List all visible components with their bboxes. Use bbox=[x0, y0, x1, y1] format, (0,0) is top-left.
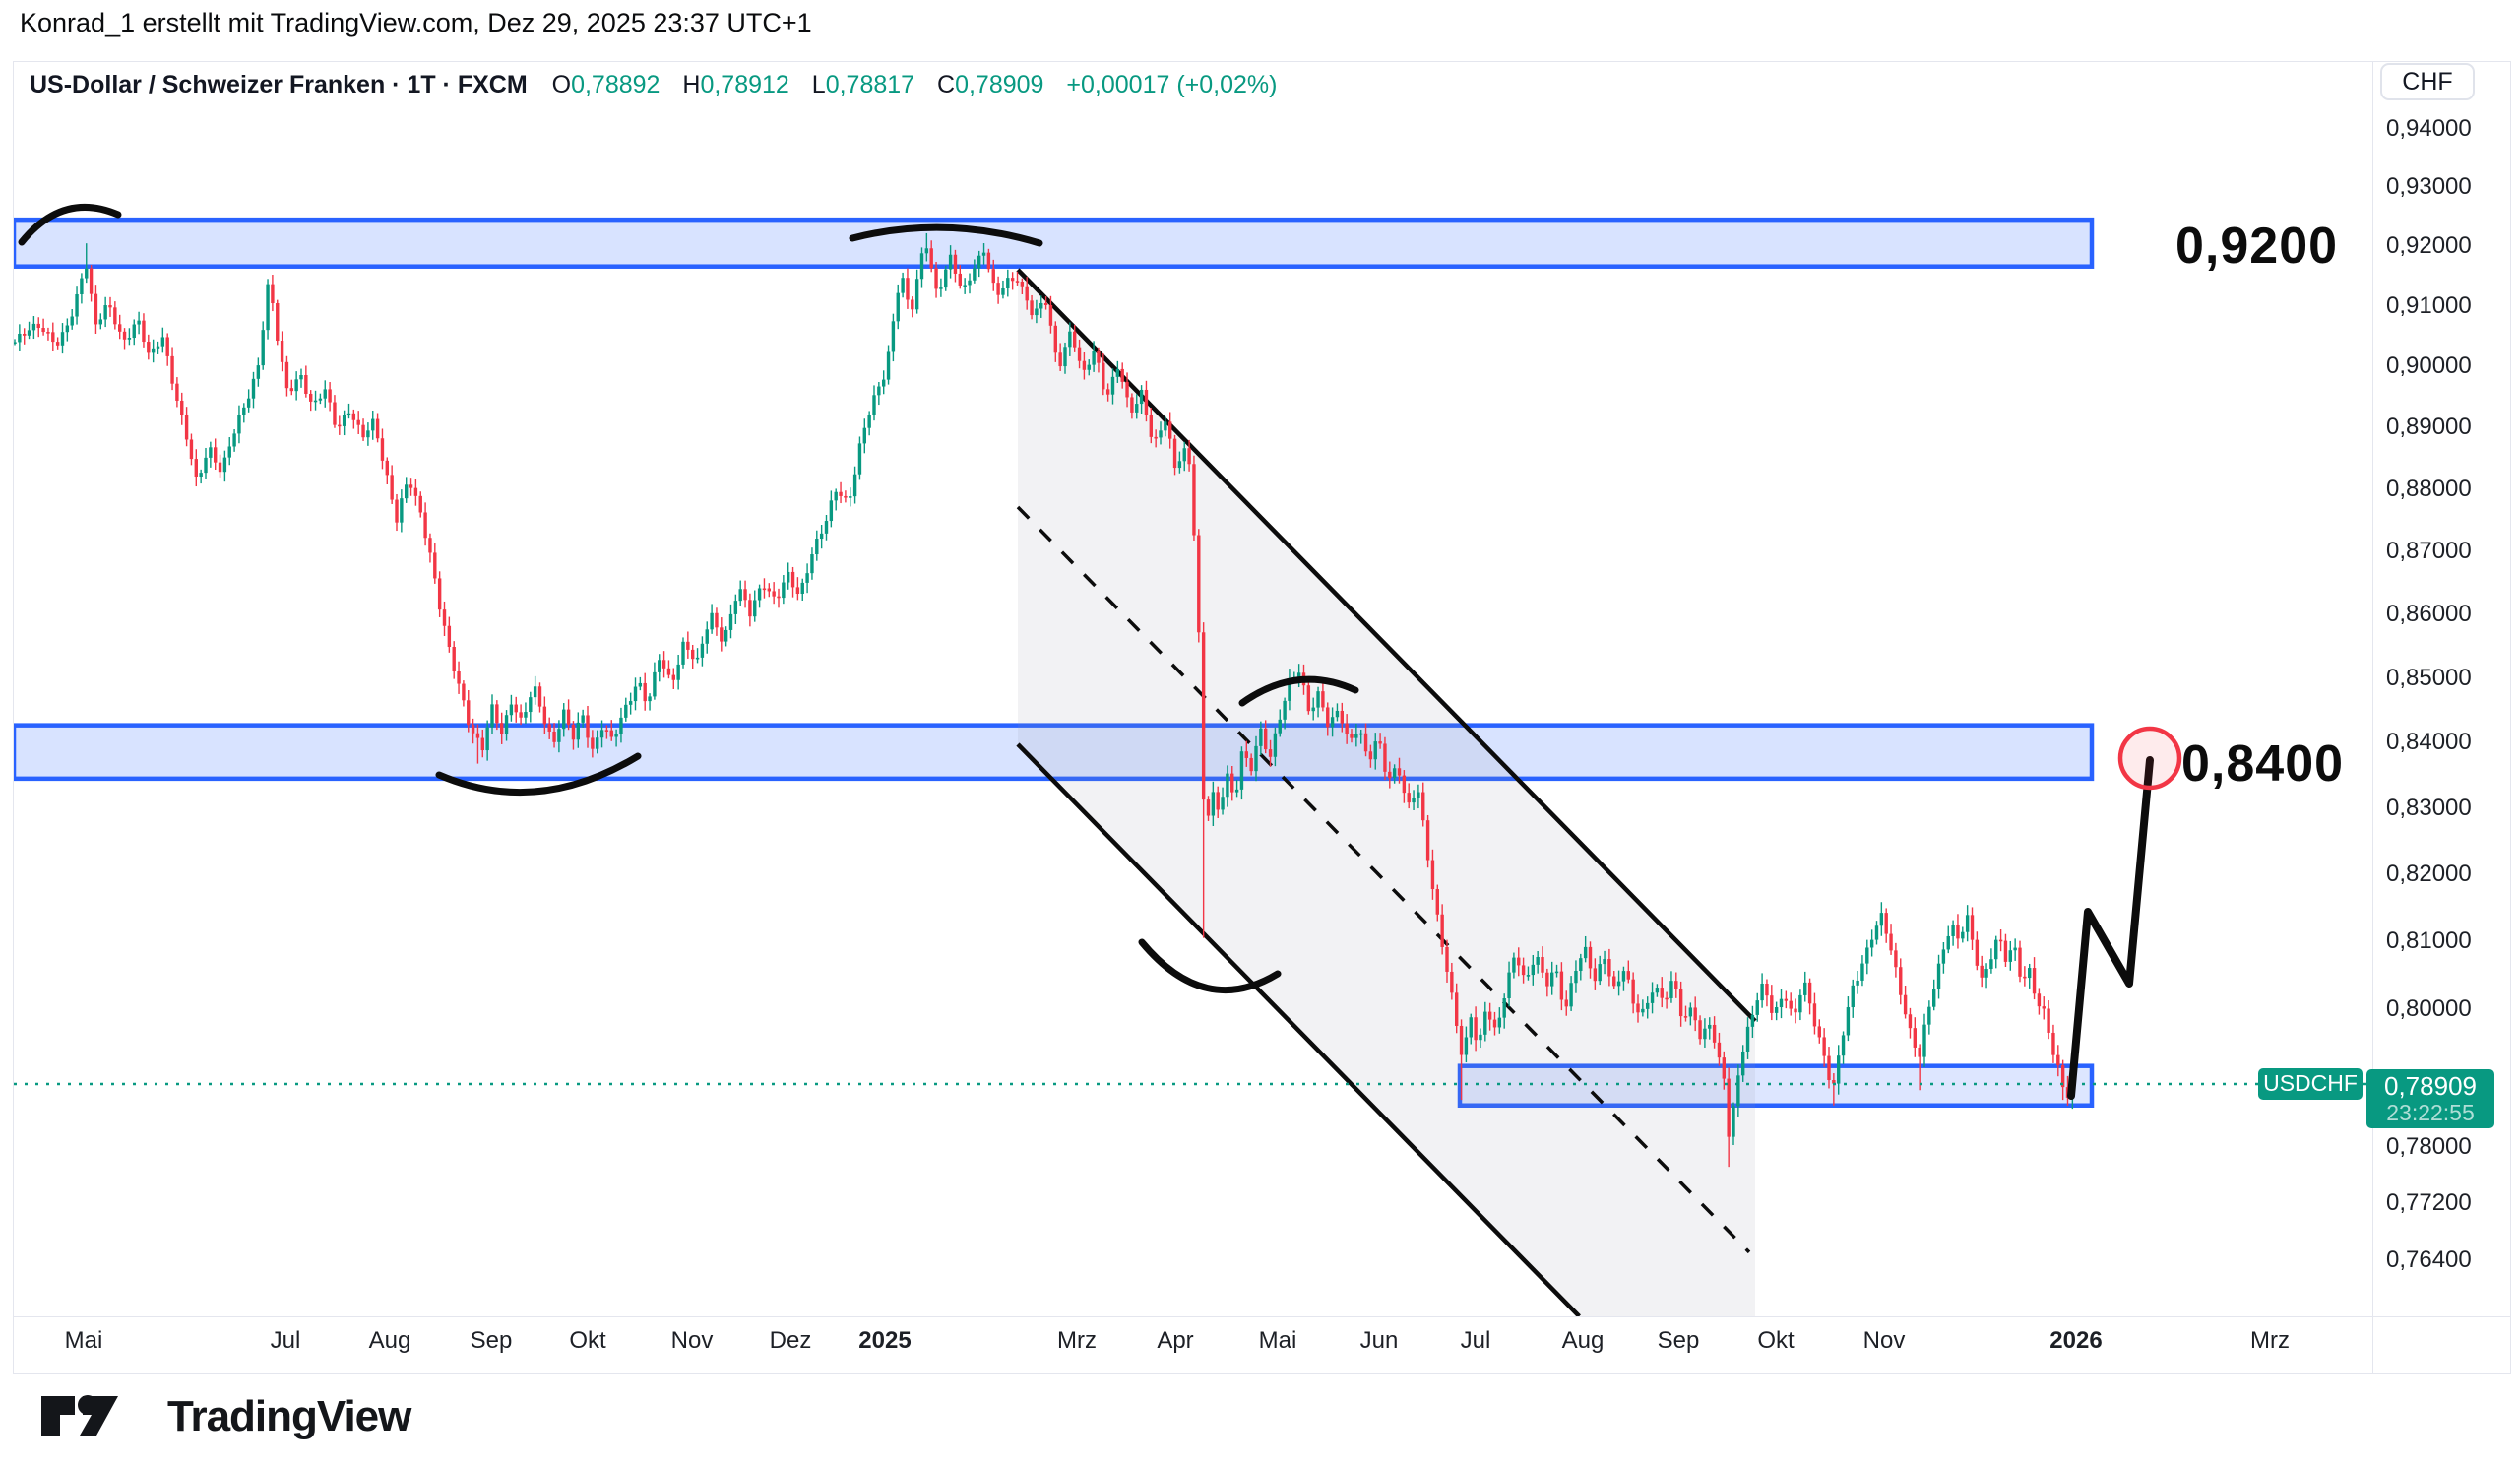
change-value: +0,00017 (+0,02%) bbox=[1066, 71, 1278, 98]
time-tick: Sep bbox=[470, 1327, 513, 1354]
time-tick: Jul bbox=[1460, 1327, 1491, 1354]
time-tick: Nov bbox=[670, 1327, 714, 1354]
price-axis-separator bbox=[2372, 61, 2373, 1374]
price-tick: 0,82000 bbox=[2386, 861, 2472, 887]
price-tick: 0,80000 bbox=[2386, 994, 2472, 1022]
symbol-legend: US-Dollar / Schweizer Franken · 1T · FXC… bbox=[30, 71, 1277, 99]
time-tick: Dez bbox=[769, 1327, 812, 1354]
time-tick: Mai bbox=[1258, 1327, 1297, 1354]
price-tick: 0,92000 bbox=[2386, 232, 2472, 260]
time-tick: Apr bbox=[1157, 1327, 1194, 1354]
last-price-value: 0,78909 bbox=[2384, 1070, 2477, 1101]
tradingview-branding[interactable]: TradingView bbox=[39, 1392, 411, 1441]
time-tick: Aug bbox=[1561, 1327, 1605, 1354]
time-tick: Mrz bbox=[1057, 1327, 1097, 1354]
price-tick: 0,89000 bbox=[2386, 413, 2472, 440]
symbol-title[interactable]: US-Dollar / Schweizer Franken · 1T · FXC… bbox=[30, 71, 528, 98]
time-tick: Mai bbox=[64, 1327, 103, 1354]
ohlc-close: C0,78909 bbox=[937, 71, 1044, 98]
time-tick: Nov bbox=[1862, 1327, 1906, 1354]
ohlc-low: L0,78817 bbox=[811, 71, 915, 98]
price-tick: 0,81000 bbox=[2386, 927, 2472, 955]
price-tick: 0,76400 bbox=[2386, 1246, 2472, 1274]
time-tick: 2026 bbox=[2049, 1327, 2103, 1354]
price-tick: 0,78000 bbox=[2386, 1133, 2472, 1161]
last-price-badge: 0,78909 23:22:55 bbox=[2366, 1068, 2494, 1128]
time-tick: Jul bbox=[270, 1327, 301, 1354]
time-tick: Mrz bbox=[2250, 1327, 2290, 1354]
time-tick: Okt bbox=[1757, 1327, 1795, 1354]
time-tick: 2025 bbox=[858, 1327, 912, 1354]
time-tick: Okt bbox=[569, 1327, 606, 1354]
currency-badge[interactable]: CHF bbox=[2380, 63, 2475, 100]
price-tick: 0,93000 bbox=[2386, 173, 2472, 201]
price-tick: 0,94000 bbox=[2386, 114, 2472, 142]
price-tick: 0,77200 bbox=[2386, 1189, 2472, 1217]
resistance-price-label: 0,9200 bbox=[2175, 218, 2339, 275]
time-tick: Aug bbox=[368, 1327, 411, 1354]
price-tick: 0,83000 bbox=[2386, 794, 2472, 821]
price-tick: 0,88000 bbox=[2386, 475, 2472, 502]
attribution-text: Konrad_1 erstellt mit TradingView.com, D… bbox=[20, 8, 812, 37]
time-axis-separator bbox=[13, 1316, 2511, 1317]
price-tick: 0,86000 bbox=[2386, 601, 2472, 627]
time-tick: Jun bbox=[1359, 1327, 1399, 1354]
time-tick: Sep bbox=[1657, 1327, 1700, 1354]
price-tick: 0,91000 bbox=[2386, 291, 2472, 319]
tradingview-logo-icon bbox=[41, 1395, 118, 1436]
price-tick: 0,87000 bbox=[2386, 537, 2472, 564]
support-price-label: 0,8400 bbox=[2181, 735, 2345, 793]
price-tick: 0,85000 bbox=[2386, 664, 2472, 691]
symbol-price-badge: USDCHF bbox=[2258, 1067, 2362, 1100]
ohlc-open: O0,78892 bbox=[551, 71, 661, 98]
price-tick: 0,84000 bbox=[2386, 729, 2472, 756]
ohlc-high: H0,78912 bbox=[682, 71, 789, 98]
tradingview-logo-text: TradingView bbox=[167, 1392, 411, 1440]
bar-countdown: 23:22:55 bbox=[2386, 1099, 2475, 1125]
price-tick: 0,90000 bbox=[2386, 352, 2472, 379]
